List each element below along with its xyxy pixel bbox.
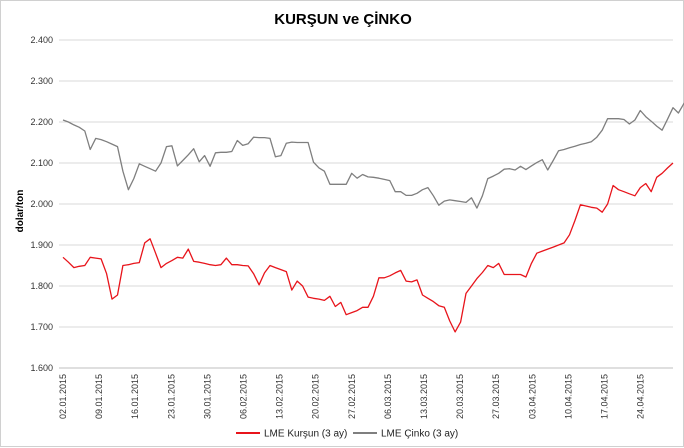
y-tick-label: 2.000 <box>30 199 53 209</box>
y-tick-label: 1.600 <box>30 363 53 373</box>
y-axis-ticks: 1.600 1.700 1.800 1.900 2.000 2.100 2.200 2.300… <box>30 35 53 373</box>
y-axis-label: dolar/ton <box>15 190 26 233</box>
x-tick-label: 09.01.2015 <box>94 374 104 419</box>
x-axis-ticks: 02.01.2015 09.01.2015 16.01.2015 23.01.2015… <box>58 374 646 419</box>
x-tick-label: 24.04.2015 <box>636 374 646 419</box>
legend: LME Kurşun (3 ay) LME Çinko (3 ay) <box>236 429 458 440</box>
x-tick-label: 20.03.2015 <box>455 374 465 419</box>
x-tick-label: 17.04.2015 <box>600 374 610 419</box>
x-tick-label: 02.01.2015 <box>58 374 68 419</box>
series-lines <box>62 102 684 333</box>
chart-title: KURŞUN ve ÇİNKO <box>274 11 412 28</box>
x-tick-label: 06.03.2015 <box>383 374 393 419</box>
x-tick-label: 23.01.2015 <box>166 374 176 419</box>
x-tick-label: 06.02.2015 <box>239 374 249 419</box>
x-tick-label: 20.02.2015 <box>311 374 321 419</box>
y-tick-label: 1.800 <box>30 281 53 291</box>
grid-lines <box>59 39 673 369</box>
x-tick-label: 30.01.2015 <box>202 374 212 419</box>
x-tick-label: 27.02.2015 <box>347 374 357 419</box>
y-tick-label: 2.100 <box>30 158 53 168</box>
series-line-1 <box>62 162 674 333</box>
x-tick-label: 27.03.2015 <box>491 374 501 419</box>
x-tick-label: 13.02.2015 <box>275 374 285 419</box>
y-tick-label: 1.900 <box>30 240 53 250</box>
series-line-2 <box>62 102 684 209</box>
x-tick-label: 13.03.2015 <box>419 374 429 419</box>
x-tick-label: 16.01.2015 <box>130 374 140 419</box>
legend-label-2: LME Çinko (3 ay) <box>381 429 458 440</box>
y-tick-label: 2.300 <box>30 76 53 86</box>
y-tick-label: 2.400 <box>30 35 53 45</box>
y-tick-label: 1.700 <box>30 322 53 332</box>
x-tick-label: 10.04.2015 <box>563 374 573 419</box>
legend-label-1: LME Kurşun (3 ay) <box>264 429 347 440</box>
x-tick-label: 03.04.2015 <box>527 374 537 419</box>
y-tick-label: 2.200 <box>30 117 53 127</box>
